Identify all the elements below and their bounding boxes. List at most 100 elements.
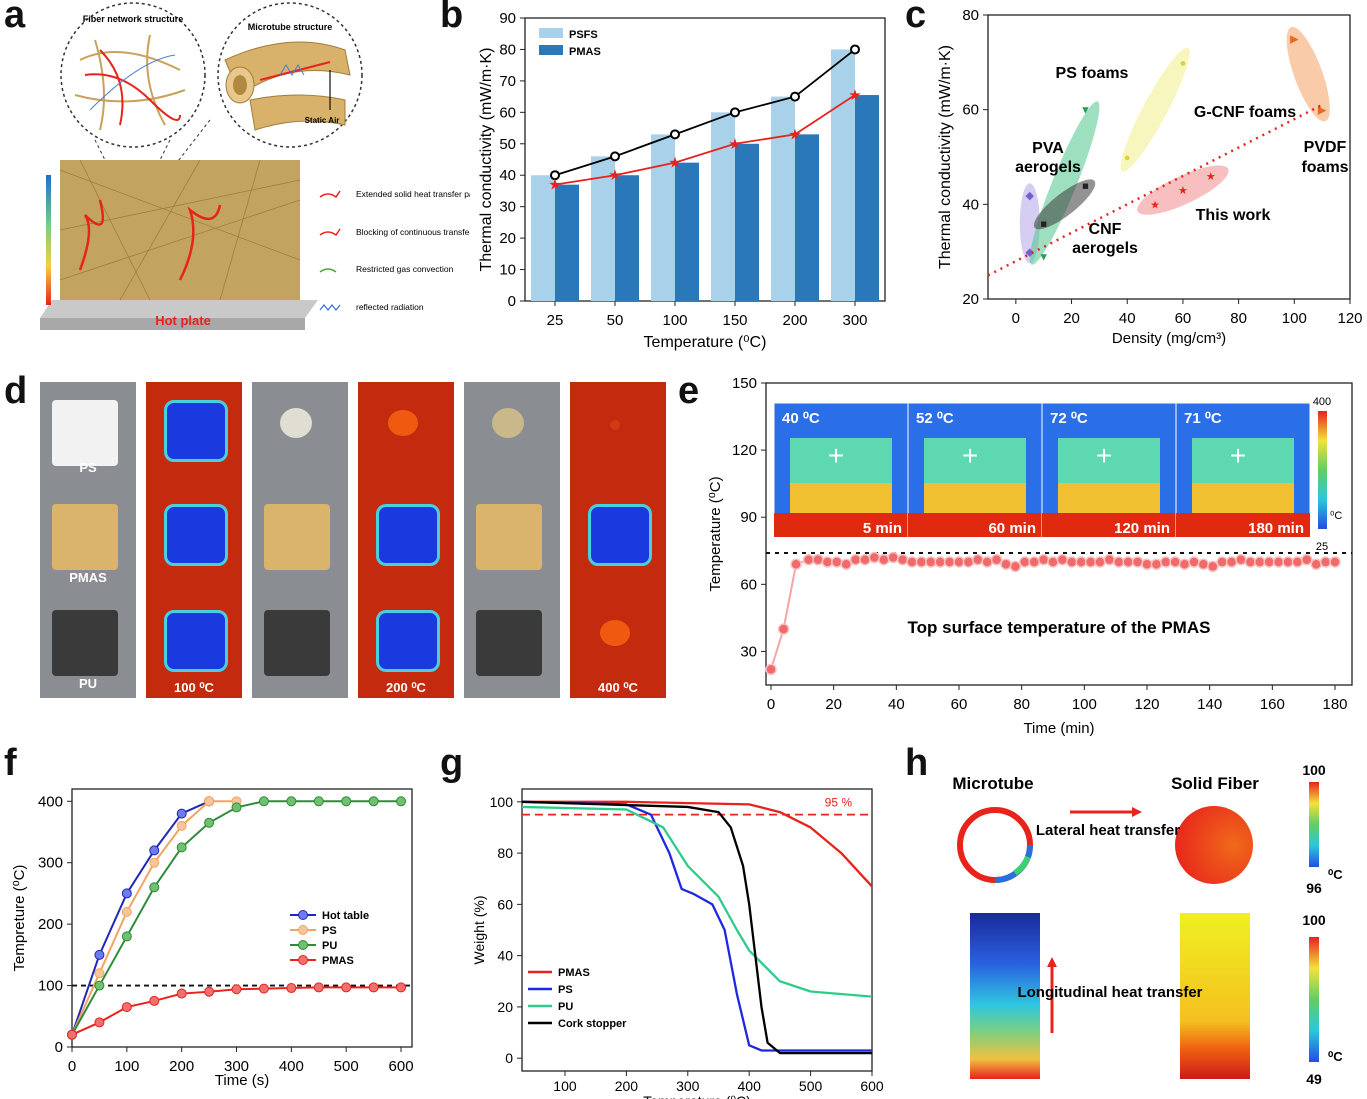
data-point bbox=[1019, 556, 1031, 568]
sample-label: PS bbox=[79, 460, 97, 475]
data-point: ★ bbox=[1178, 185, 1188, 197]
data-point bbox=[121, 906, 132, 917]
data-point bbox=[1037, 553, 1050, 566]
photo-column bbox=[252, 382, 348, 698]
x-tick-label: 120 bbox=[1134, 696, 1159, 713]
y-tick-label: 70 bbox=[499, 73, 516, 90]
data-point bbox=[859, 553, 871, 566]
panel-label-h: h bbox=[905, 742, 929, 784]
y-tick-label: 20 bbox=[497, 999, 513, 1015]
series-line bbox=[71, 800, 210, 1036]
data-point bbox=[1150, 558, 1163, 570]
ir-image-column: 200 ⁰C bbox=[358, 382, 454, 698]
data-point bbox=[1254, 556, 1266, 568]
longitudinal-label: Longitudinal heat transfer bbox=[1017, 984, 1202, 1001]
x-tick-label: 40 bbox=[1119, 310, 1136, 327]
cbar1-unit: ⁰C bbox=[1328, 867, 1343, 882]
legend-reflected-radiation: reflected radiation bbox=[356, 302, 424, 312]
data-point bbox=[1301, 553, 1313, 566]
data-point bbox=[849, 553, 862, 566]
data-point bbox=[1197, 558, 1210, 570]
inset-time: 120 min bbox=[1114, 520, 1170, 537]
data-point bbox=[990, 553, 1003, 566]
data-point bbox=[1329, 556, 1341, 568]
sample-square bbox=[264, 504, 330, 570]
inset-colorbar bbox=[1318, 411, 1327, 529]
thermal-hot-plate bbox=[1176, 513, 1310, 537]
y-tick-label: 300 bbox=[38, 855, 63, 872]
legend-pmas-label: PMAS bbox=[569, 46, 601, 58]
group-ellipse bbox=[1120, 47, 1190, 172]
y-axis-label: Tempreture (⁰C) bbox=[11, 865, 28, 972]
data-point: ▼ bbox=[1038, 251, 1049, 263]
data-point bbox=[121, 931, 132, 942]
data-point bbox=[313, 982, 324, 993]
panel-a-legend: Extended solid heat transfer path Blocki… bbox=[319, 189, 470, 312]
legend-pmas-swatch bbox=[539, 45, 563, 55]
legend-label: Cork stopper bbox=[558, 1018, 627, 1030]
data-point bbox=[286, 983, 297, 994]
data-point bbox=[258, 983, 269, 994]
data-point: ■ bbox=[1040, 218, 1047, 230]
data-point: ■ bbox=[1082, 180, 1089, 192]
x-tick-label: 100 bbox=[662, 312, 687, 329]
data-point bbox=[396, 982, 407, 993]
panel-label-f: f bbox=[4, 742, 17, 784]
sample-square bbox=[492, 408, 524, 438]
ir-sample-square bbox=[164, 610, 228, 672]
fiber-network-lines bbox=[74, 34, 186, 131]
group-label: PVA bbox=[1032, 140, 1064, 157]
bar-pmas bbox=[675, 162, 699, 301]
sample-square bbox=[52, 504, 118, 570]
y-tick-label: 200 bbox=[38, 916, 63, 933]
group-ellipse bbox=[1137, 165, 1229, 215]
data-point bbox=[1263, 556, 1275, 568]
temperature-gradient-bar bbox=[46, 175, 51, 305]
ir-sample-square bbox=[610, 420, 620, 430]
lateral-label: Lateral heat transfer bbox=[1036, 822, 1180, 839]
legend-label: PS bbox=[322, 925, 337, 937]
y-tick-label: 120 bbox=[732, 442, 757, 459]
data-point bbox=[204, 986, 215, 997]
data-point bbox=[1131, 556, 1144, 568]
x-tick-label: 100 bbox=[1282, 310, 1307, 327]
plot-frame bbox=[71, 788, 413, 1048]
y-tick-label: 50 bbox=[499, 136, 516, 153]
cbar1-min: 96 bbox=[1306, 880, 1322, 896]
data-point bbox=[286, 796, 297, 807]
x-tick-label: 500 bbox=[799, 1078, 823, 1094]
data-point bbox=[1094, 556, 1106, 568]
inset-cbar-unit: ⁰C bbox=[1330, 510, 1342, 522]
data-point bbox=[1141, 558, 1153, 570]
x-tick-label: 400 bbox=[738, 1078, 762, 1094]
x-tick-label: 600 bbox=[860, 1078, 884, 1094]
ir-sample-square bbox=[388, 410, 418, 436]
data-point bbox=[1009, 560, 1022, 573]
data-point bbox=[121, 1002, 132, 1013]
sample-square bbox=[280, 408, 312, 438]
point-pmas: ★ bbox=[608, 167, 621, 184]
ir-sample-square bbox=[164, 504, 228, 566]
data-point bbox=[1282, 556, 1294, 568]
panel-label-c: c bbox=[905, 0, 927, 36]
panel-label-b: b bbox=[440, 0, 464, 36]
panel-f-line-chart: 0 100 200 300 400 500 600 0 100 200 300 400 Hot tabl… bbox=[11, 788, 414, 1089]
data-point bbox=[1075, 556, 1087, 568]
sample-label: PU bbox=[78, 676, 98, 691]
legend-label: PU bbox=[558, 1001, 573, 1013]
data-point bbox=[1188, 556, 1200, 568]
inset-time: 5 min bbox=[863, 520, 902, 537]
data-point bbox=[1047, 556, 1059, 568]
data-point bbox=[94, 1017, 105, 1028]
y-tick-label: 40 bbox=[497, 948, 513, 964]
data-point bbox=[934, 556, 946, 568]
plot-frame bbox=[521, 788, 873, 1072]
data-point bbox=[981, 556, 993, 568]
panel-label-d: d bbox=[4, 370, 28, 412]
x-tick-label: 500 bbox=[334, 1058, 359, 1075]
crosshair-marker: + bbox=[1096, 440, 1112, 471]
thermal-gradient-mid bbox=[1058, 483, 1160, 513]
data-point bbox=[1178, 558, 1191, 570]
data-point bbox=[790, 558, 802, 570]
colorbar-top bbox=[1309, 782, 1319, 867]
